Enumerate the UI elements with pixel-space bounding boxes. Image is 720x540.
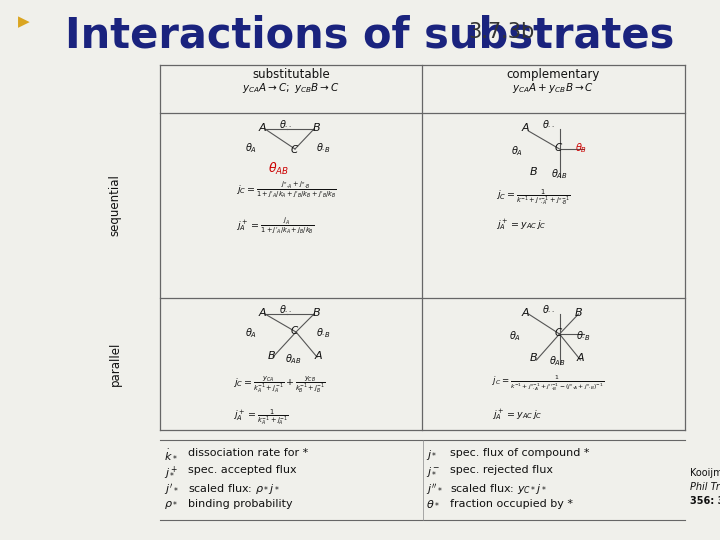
Text: Kooijman, 2001: Kooijman, 2001	[690, 468, 720, 478]
Text: dissociation rate for *: dissociation rate for *	[188, 448, 308, 458]
Text: $\theta_A$: $\theta_A$	[510, 329, 521, 343]
Text: scaled flux: $\rho_* j_*$: scaled flux: $\rho_* j_*$	[188, 482, 279, 496]
Text: $\theta_{\cdot\cdot}$: $\theta_{\cdot\cdot}$	[279, 119, 292, 129]
Text: substitutable: substitutable	[252, 68, 330, 81]
Text: 356: 331-349: 356: 331-349	[690, 496, 720, 506]
Text: fraction occupied by *: fraction occupied by *	[451, 499, 574, 509]
Text: scaled flux: $y_{C*}j_*$: scaled flux: $y_{C*}j_*$	[451, 482, 547, 496]
Text: $\theta_*$: $\theta_*$	[426, 499, 441, 509]
Text: $\theta_A$: $\theta_A$	[245, 326, 257, 340]
Text: $C$: $C$	[290, 324, 300, 336]
Text: $\dot{k}_*$: $\dot{k}_*$	[164, 448, 178, 462]
Text: $\theta_B$: $\theta_B$	[575, 141, 588, 155]
Text: $C$: $C$	[554, 326, 563, 338]
Text: $j_A^+ = \frac{1}{k_A^{-1}+j_A^{-1}}$: $j_A^+ = \frac{1}{k_A^{-1}+j_A^{-1}}$	[233, 407, 289, 427]
Text: $C$: $C$	[554, 141, 563, 153]
Text: $A$: $A$	[521, 121, 530, 133]
Text: $B$: $B$	[312, 306, 320, 318]
Text: $j_C = \frac{1}{k^{-1}+j''^{-1}_{\cdot A}+j''^{-1}_{\cdot B}-(j''_{\cdot A}+j''_: $j_C = \frac{1}{k^{-1}+j''^{-1}_{\cdot A…	[492, 374, 603, 393]
Text: ▶: ▶	[18, 15, 30, 30]
Text: binding probability: binding probability	[188, 499, 292, 509]
Text: $y_{CA}A + y_{CB}B \rightarrow C$: $y_{CA}A + y_{CB}B \rightarrow C$	[513, 81, 595, 95]
Text: $\theta_{AB}$: $\theta_{AB}$	[549, 354, 566, 368]
Text: $A$: $A$	[315, 349, 324, 361]
Text: 3.7.3b: 3.7.3b	[468, 22, 534, 42]
Text: $j'_*$: $j'_*$	[164, 482, 179, 497]
Text: $A$: $A$	[521, 306, 530, 318]
Text: spec. accepted flux: spec. accepted flux	[188, 465, 297, 475]
Text: $A$: $A$	[258, 306, 268, 318]
Text: Phil Trans R Soc B: Phil Trans R Soc B	[690, 482, 720, 492]
Text: $\theta_{\cdot B}$: $\theta_{\cdot B}$	[316, 141, 330, 155]
Text: $j_C = \frac{1}{k^{-1}+j''^{-1}_{\cdot A}+j''^{-1}_{\cdot B}}$: $j_C = \frac{1}{k^{-1}+j''^{-1}_{\cdot A…	[495, 187, 570, 207]
Text: $\theta_{AB}$: $\theta_{AB}$	[284, 352, 302, 366]
Text: $j_*$: $j_*$	[426, 448, 438, 462]
Text: $B$: $B$	[529, 165, 538, 177]
Text: $B$: $B$	[312, 121, 320, 133]
Text: $A$: $A$	[258, 121, 268, 133]
Text: $\theta_{\cdot\cdot}$: $\theta_{\cdot\cdot}$	[542, 119, 555, 129]
Text: $\theta_{AB}$: $\theta_{AB}$	[269, 161, 289, 177]
Text: $B$: $B$	[574, 306, 583, 318]
Text: $\theta_{\cdot\cdot}$: $\theta_{\cdot\cdot}$	[542, 304, 555, 314]
Text: $B$: $B$	[529, 351, 538, 363]
Text: $\theta_{AB}$: $\theta_{AB}$	[551, 167, 568, 181]
Text: $j_A^+ = y_{AC}\,j_C$: $j_A^+ = y_{AC}\,j_C$	[492, 407, 542, 422]
Text: $j_*^+$: $j_*^+$	[164, 465, 179, 481]
Text: Interactions of substrates: Interactions of substrates	[65, 15, 675, 57]
Text: $j_C = \frac{j''_{\cdot A}+j''_{\cdot B}}{1+j'_A/k_A+j'_B/k_B+j'_B/k_B}$: $j_C = \frac{j''_{\cdot A}+j''_{\cdot B}…	[236, 181, 337, 200]
Text: $j''_*$: $j''_*$	[426, 482, 444, 497]
Text: $\theta_{\cdot B}$: $\theta_{\cdot B}$	[576, 329, 590, 343]
Text: $j_C = \frac{y_{CA}}{k_A^{-1}+j_A^{-1}}+\frac{y_{CB}}{k_B^{-1}+j_B^{-1}}$: $j_C = \frac{y_{CA}}{k_A^{-1}+j_A^{-1}}+…	[233, 374, 326, 395]
Text: $\rho_*$: $\rho_*$	[164, 499, 179, 511]
Text: parallel: parallel	[109, 342, 122, 386]
Text: $\theta_{\cdot\cdot}$: $\theta_{\cdot\cdot}$	[279, 304, 292, 314]
Text: $j_A^+ = \frac{j_A}{1+j'_A/k_A+j_B/k_B}$: $j_A^+ = \frac{j_A}{1+j'_A/k_A+j_B/k_B}$	[236, 217, 315, 236]
Text: $A$: $A$	[576, 351, 585, 363]
Text: $j_A^+ = y_{AC}\,j_C$: $j_A^+ = y_{AC}\,j_C$	[495, 217, 546, 232]
Text: $C$: $C$	[290, 143, 300, 155]
Text: spec. rejected flux: spec. rejected flux	[451, 465, 554, 475]
Text: sequential: sequential	[109, 174, 122, 237]
Text: $y_{CA}A \rightarrow C;\; y_{CB}B \rightarrow C$: $y_{CA}A \rightarrow C;\; y_{CB}B \right…	[242, 81, 340, 95]
Text: $\theta_A$: $\theta_A$	[511, 144, 523, 158]
Text: $\theta_{\cdot B}$: $\theta_{\cdot B}$	[316, 326, 330, 340]
Text: $B$: $B$	[266, 349, 276, 361]
Text: $j_*^-$: $j_*^-$	[426, 465, 441, 478]
Text: spec. flux of compound *: spec. flux of compound *	[451, 448, 590, 458]
Text: complementary: complementary	[507, 68, 600, 81]
Text: $\theta_A$: $\theta_A$	[245, 141, 257, 155]
